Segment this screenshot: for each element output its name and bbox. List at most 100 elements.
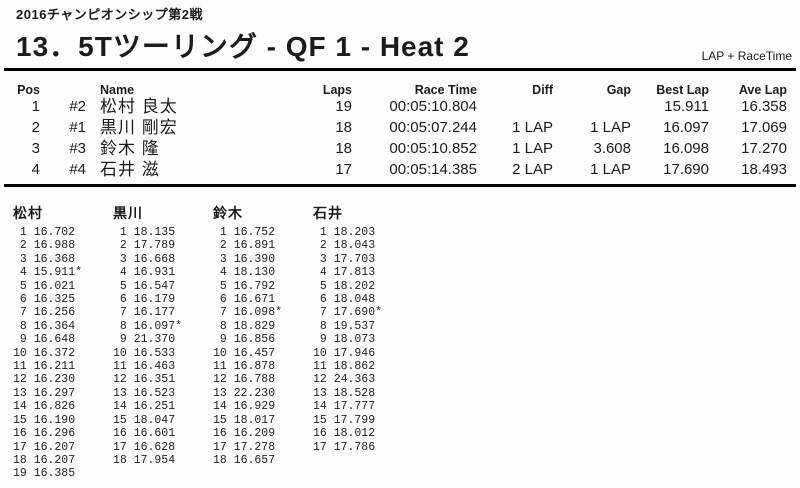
cell-laps: 19 xyxy=(335,98,352,115)
table-row: 2 #1 黒川 剛宏 18 00:05:07.244 1 LAP 1 LAP 16.097 17… xyxy=(0,118,787,139)
cell-car: #4 xyxy=(69,161,86,178)
cell-name: 松村 良太 xyxy=(100,97,178,116)
lap-time-row: 18 16.207 xyxy=(13,453,76,467)
lap-time-row: 6 18.048 xyxy=(313,293,376,307)
lap-time-row: 7 16.256 xyxy=(13,306,76,320)
cell-best-lap: 15.911 xyxy=(664,98,709,115)
lap-time-row: 10 16.533 xyxy=(113,346,176,360)
lap-time-row: 8 16.364 xyxy=(13,319,76,333)
lap-time-row: 8 18.829 xyxy=(213,319,276,333)
lap-time-row: 5 16.021 xyxy=(13,279,76,293)
cell-name: 石井 滋 xyxy=(100,160,160,179)
col-gap: Gap xyxy=(606,83,631,97)
lap-time-row: 11 18.862 xyxy=(313,360,376,374)
col-name: Name xyxy=(100,83,135,97)
cell-best-lap: 17.690 xyxy=(663,161,709,178)
lap-time-row: 3 16.668 xyxy=(113,252,176,266)
lap-time-row: 12 24.363 xyxy=(313,373,376,387)
cell-best-lap: 16.098 xyxy=(663,140,709,157)
lap-time-row: 14 16.251 xyxy=(113,400,176,414)
lap-times: 松村 1 16.702 2 16.988 3 16.368 4 15.911* … xyxy=(13,203,800,481)
lap-time-row: 1 18.203 xyxy=(313,226,376,239)
lap-column: 松村 1 16.702 2 16.988 3 16.368 4 15.911* … xyxy=(13,203,113,481)
lap-time-row: 14 16.929 xyxy=(213,400,276,414)
lap-time-row: 16 16.209 xyxy=(213,427,276,441)
cell-diff xyxy=(477,97,553,118)
cell-ave-lap: 18.493 xyxy=(741,161,787,178)
table-row: 1 #2 松村 良太 19 00:05:10.804 15.911 16.358 xyxy=(0,97,787,118)
cell-pos: 4 xyxy=(31,161,40,178)
lap-time-row: 9 16.856 xyxy=(213,333,276,347)
lap-time-row: 10 16.457 xyxy=(213,346,276,360)
cell-pos: 1 xyxy=(31,98,40,115)
lap-time-row: 14 16.826 xyxy=(13,400,76,414)
lap-time-row: 5 16.792 xyxy=(213,279,276,293)
lap-column: 鈴木 1 16.752 2 16.891 3 16.390 4 18.130 5… xyxy=(213,203,313,481)
col-laps: Laps xyxy=(322,83,352,97)
lap-time-row: 3 17.703 xyxy=(313,252,376,266)
lap-time-row: 5 16.547 xyxy=(113,279,176,293)
table-row: 4 #4 石井 滋 17 00:05:14.385 2 LAP 1 LAP 17.690 18.… xyxy=(0,160,787,181)
lap-time-row: 4 18.130 xyxy=(213,266,276,280)
lap-time-row: 17 17.278 xyxy=(213,440,276,454)
event-name: 2016チャンピオンシップ第2戦 xyxy=(16,7,204,22)
lap-time-row: 4 17.813 xyxy=(313,266,376,280)
lap-time-row: 7 16.098* xyxy=(213,306,283,320)
lap-time-row: 17 16.207 xyxy=(13,440,76,454)
cell-pos: 3 xyxy=(31,140,40,157)
header-divider xyxy=(4,68,796,71)
lap-time-row: 16 16.601 xyxy=(113,427,176,441)
cell-ave-lap: 17.069 xyxy=(741,119,787,136)
results-divider xyxy=(4,184,796,187)
lap-time-row: 2 16.988 xyxy=(13,239,76,253)
lap-time-row: 9 16.648 xyxy=(13,333,76,347)
cell-car: #2 xyxy=(69,98,86,115)
col-race-time: Race Time xyxy=(414,83,477,97)
lap-time-row: 12 16.351 xyxy=(113,373,176,387)
timing-mode-label: LAP + RaceTime xyxy=(701,49,792,63)
cell-pos: 2 xyxy=(31,119,40,136)
cell-ave-lap: 16.358 xyxy=(741,98,787,115)
lap-time-row: 1 16.702 xyxy=(13,226,76,239)
lap-time-row: 11 16.878 xyxy=(213,360,276,374)
lap-column-driver: 石井 xyxy=(313,205,343,221)
lap-time-row: 13 16.523 xyxy=(113,386,176,400)
lap-column: 黒川 1 18.135 2 17.789 3 16.668 4 16.931 5… xyxy=(113,203,213,481)
cell-gap xyxy=(553,97,631,118)
lap-time-row: 5 18.202 xyxy=(313,279,376,293)
lap-time-row: 15 16.190 xyxy=(13,413,76,427)
lap-time-row: 14 17.777 xyxy=(313,400,376,414)
lap-time-row: 3 16.368 xyxy=(13,252,76,266)
lap-time-row: 17 16.628 xyxy=(113,440,176,454)
lap-column-driver: 松村 xyxy=(13,205,43,221)
lap-time-row: 18 17.954 xyxy=(113,453,176,467)
col-diff: Diff xyxy=(532,83,553,97)
cell-race-time: 00:05:10.804 xyxy=(389,98,477,115)
lap-time-row: 16 16.296 xyxy=(13,427,76,441)
lap-time-row: 4 15.911* xyxy=(13,266,83,280)
lap-time-row: 18 16.657 xyxy=(213,453,276,467)
lap-time-row: 16 18.012 xyxy=(313,427,376,441)
cell-diff: 1 LAP xyxy=(512,119,553,136)
cell-race-time: 00:05:07.244 xyxy=(389,119,477,136)
lap-time-row: 13 22.230 xyxy=(213,386,276,400)
lap-time-row: 1 18.135 xyxy=(113,226,176,239)
lap-time-row: 12 16.788 xyxy=(213,373,276,387)
col-car xyxy=(40,83,86,97)
cell-diff: 1 LAP xyxy=(512,140,553,157)
cell-best-lap: 16.097 xyxy=(663,119,709,136)
lap-column: 石井 1 18.203 2 18.043 3 17.703 4 17.813 5… xyxy=(313,203,413,481)
lap-time-row: 7 16.177 xyxy=(113,306,176,320)
lap-time-row: 8 16.097* xyxy=(113,319,183,333)
lap-time-row: 13 18.528 xyxy=(313,386,376,400)
cell-race-time: 00:05:10.852 xyxy=(389,140,477,157)
cell-laps: 18 xyxy=(335,140,352,157)
results-body: 1 #2 松村 良太 19 00:05:10.804 15.911 16.358 2 #1 黒川 … xyxy=(0,97,787,181)
lap-time-row: 11 16.463 xyxy=(113,360,176,374)
cell-car: #3 xyxy=(69,140,86,157)
cell-diff: 2 LAP xyxy=(512,161,553,178)
lap-time-row: 4 16.931 xyxy=(113,266,176,280)
cell-laps: 17 xyxy=(335,161,352,178)
document-header: 2016チャンピオンシップ第2戦 13．5Tツーリング - QF 1 - Hea… xyxy=(0,0,800,65)
